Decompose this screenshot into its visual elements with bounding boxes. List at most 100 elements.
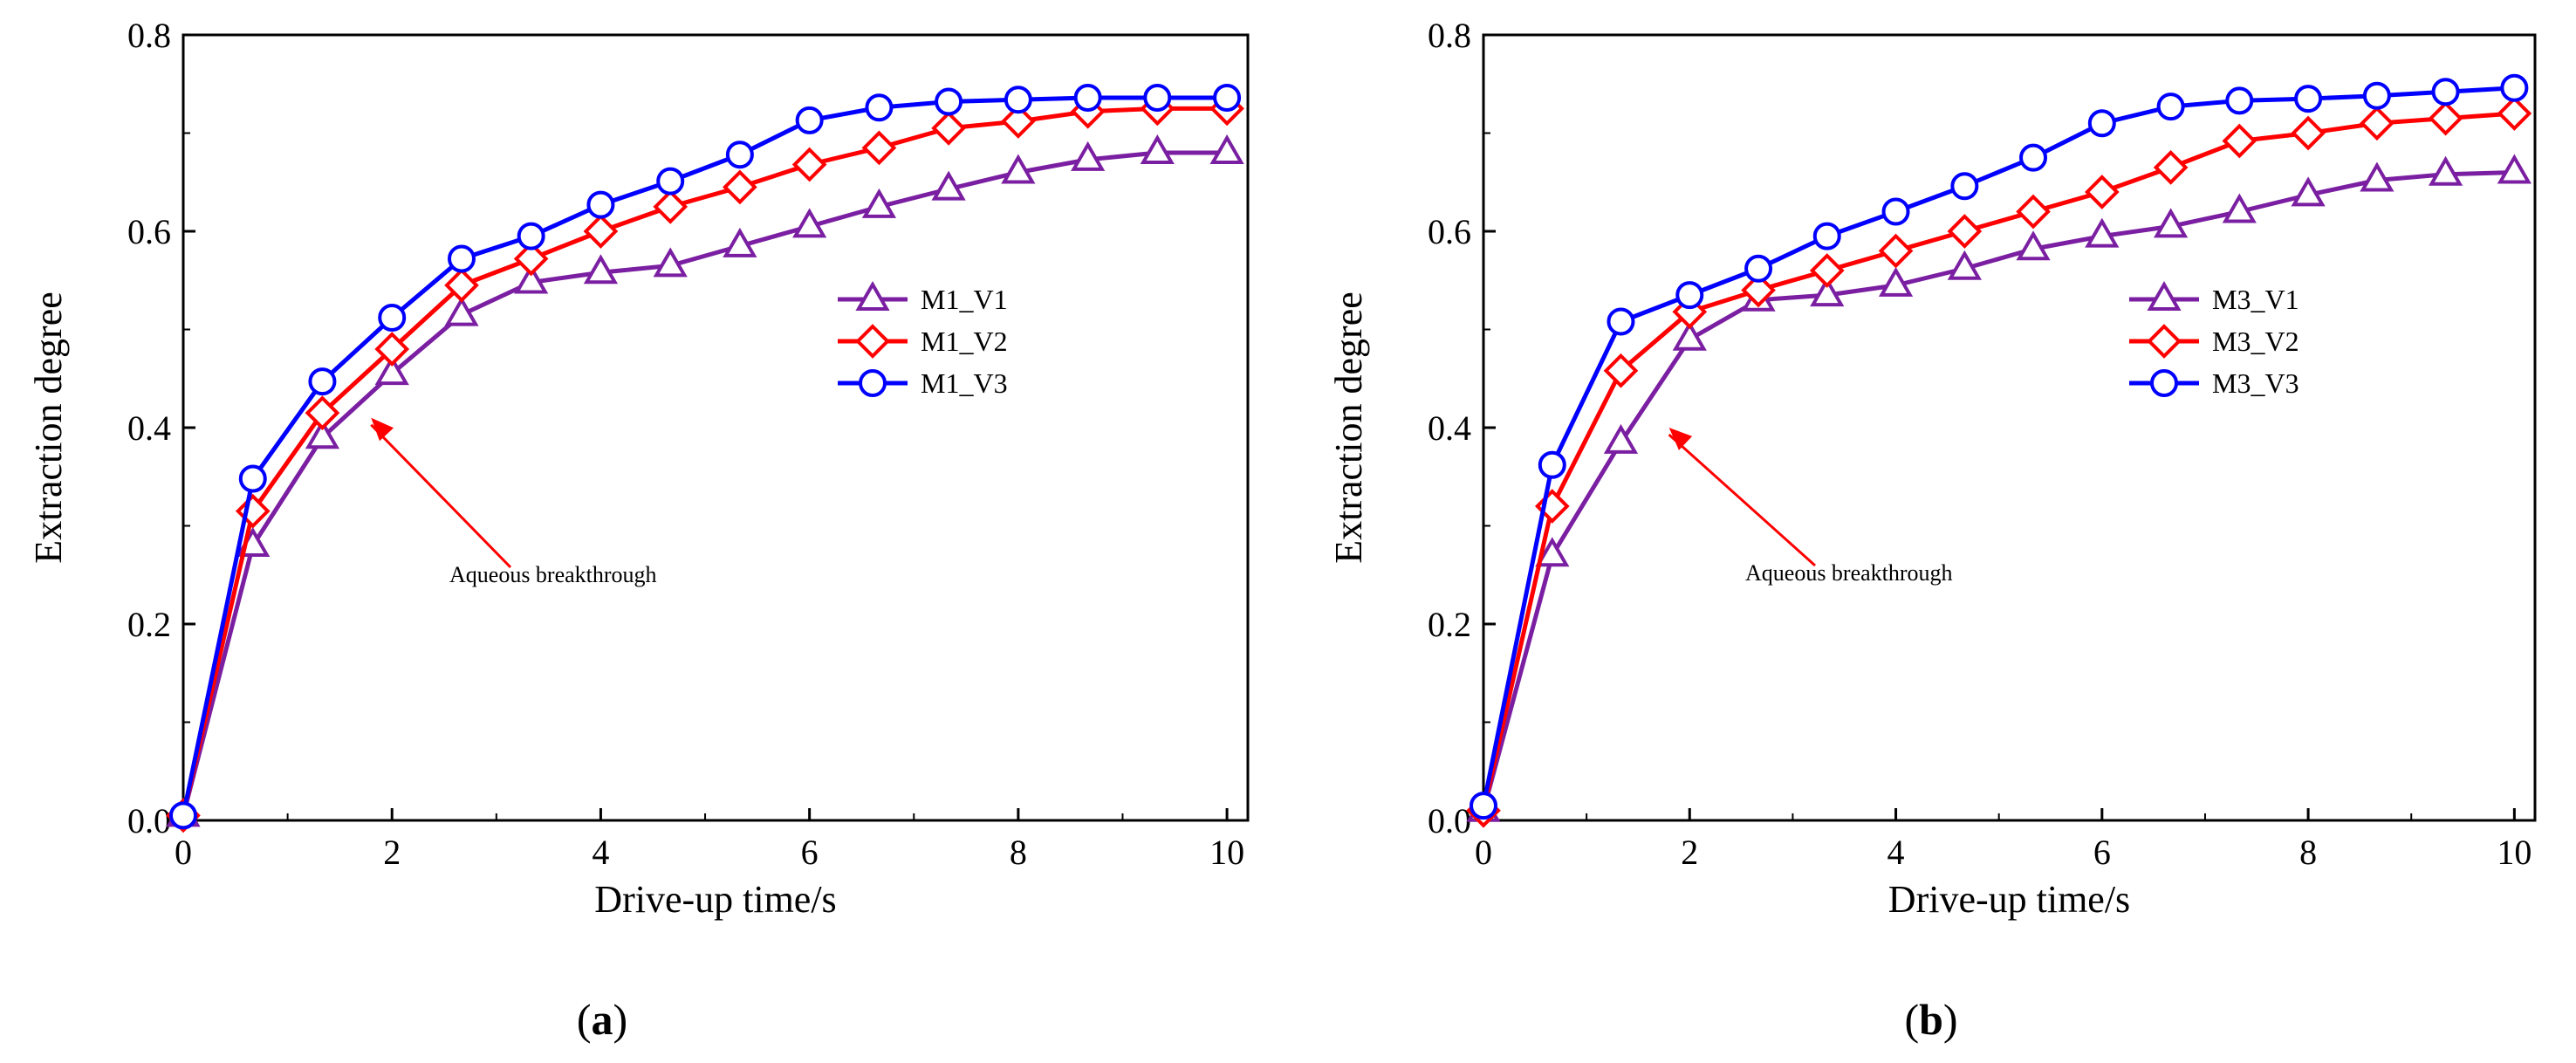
data-point: [2222, 123, 2257, 159]
annotation-arrow-line: [370, 423, 512, 569]
data-point: [792, 208, 827, 238]
legend-marker: [859, 369, 887, 397]
data-point: [378, 304, 407, 332]
legend-marker: [2147, 280, 2182, 312]
data-point: [444, 268, 479, 303]
data-point: [1675, 281, 1704, 310]
series-M3_V1: [1466, 154, 2531, 822]
y-tick-label: 0.6: [1428, 212, 1471, 251]
data-point: [374, 355, 409, 386]
data-point: [1001, 104, 1036, 139]
data-point: [1140, 134, 1175, 165]
data-point: [514, 264, 549, 294]
data-point: [1947, 214, 1983, 249]
data-point: [2156, 93, 2185, 121]
legend-marker: [2150, 369, 2178, 397]
y-tick-label: 0.4: [127, 408, 171, 448]
y-tick-label: 0.8: [127, 16, 171, 55]
data-point: [1143, 84, 1172, 112]
legend-marker: [2147, 324, 2182, 359]
data-point: [1004, 86, 1032, 114]
data-point: [2291, 115, 2326, 151]
data-point: [238, 464, 267, 493]
data-point: [1073, 84, 1102, 112]
data-point: [725, 141, 754, 169]
data-point: [2153, 150, 2189, 185]
legend-label: M3_V1: [2212, 284, 2299, 315]
series-M3_V3: [1470, 73, 2529, 820]
y-tick-label: 0.8: [1428, 16, 1471, 55]
y-tick-label: 0.2: [1428, 605, 1471, 644]
data-point: [2497, 96, 2532, 131]
data-point: [2019, 143, 2048, 172]
data-point: [1470, 792, 1497, 820]
data-point: [169, 801, 197, 830]
series-M1_V1: [166, 134, 1244, 827]
legend-marker: [855, 324, 890, 359]
data-point: [2360, 106, 2394, 141]
data-point: [2016, 194, 2051, 230]
x-tick-label: 0: [1475, 833, 1492, 872]
data-point: [447, 244, 476, 273]
y-tick-label: 0.0: [1428, 801, 1471, 840]
data-point: [2222, 193, 2257, 223]
x-tick-label: 10: [2497, 833, 2531, 872]
annotation-arrow-line: [1668, 433, 1817, 567]
legend: M1_V1 M1_V2 M1_V3: [838, 280, 1008, 399]
series-line: [1481, 111, 2515, 812]
legend-label: M1_V2: [921, 326, 1008, 357]
y-tick-label: 0.2: [127, 605, 171, 644]
data-point: [1213, 84, 1242, 112]
data-point: [656, 167, 685, 195]
data-point: [1878, 233, 1914, 269]
legend: M3_V1 M3_V2 M3_V3: [2129, 280, 2299, 399]
legend-label: M1_V3: [921, 367, 1008, 399]
data-point: [1538, 450, 1566, 479]
annotation-text: Aqueous breakthrough: [1745, 560, 1953, 586]
series-M1_V3: [169, 84, 1242, 830]
panel-label: (b): [1904, 995, 1957, 1044]
data-point: [861, 188, 897, 218]
legend-label: M1_V1: [921, 284, 1008, 315]
data-point: [305, 419, 340, 449]
x-tick-label: 6: [801, 833, 819, 872]
data-point: [795, 106, 824, 134]
x-axis-title: Drive-up time/s: [1888, 878, 2130, 921]
data-point: [1209, 134, 1244, 165]
data-point: [865, 93, 894, 122]
series-line: [181, 95, 1228, 816]
data-point: [1881, 197, 1910, 226]
panel-b: 0 2 4 6 8 10 0.0 0.2 0.4 0.6 0.8 Drive-up time/s Ext…: [1327, 16, 2537, 1044]
legend-label: M3_V3: [2212, 367, 2299, 399]
data-point: [444, 296, 479, 326]
legend-marker: [855, 280, 890, 312]
data-point: [2016, 230, 2051, 261]
annotation: Aqueous breakthrough: [370, 417, 657, 587]
data-point: [1744, 254, 1773, 283]
data-point: [1071, 141, 1106, 171]
series-M1_V2: [166, 91, 1244, 833]
data-point: [2500, 73, 2529, 102]
series-line: [181, 106, 1228, 816]
series-line: [1481, 86, 2515, 806]
annotation-arrowhead: [371, 417, 394, 442]
y-axis-title: Extraction degree: [27, 291, 70, 564]
x-tick-label: 6: [2093, 833, 2111, 872]
data-point: [586, 190, 615, 219]
data-point: [1950, 172, 1979, 201]
x-tick-label: 10: [1209, 833, 1244, 872]
data-point: [2225, 86, 2254, 115]
data-point: [2360, 161, 2394, 192]
data-point: [2428, 100, 2463, 136]
data-point: [1809, 253, 1845, 288]
y-tick-label: 0.6: [127, 212, 171, 251]
data-point: [1947, 250, 1982, 280]
data-point: [517, 222, 545, 250]
data-point: [583, 254, 619, 285]
data-point: [723, 169, 757, 205]
x-tick-label: 2: [1681, 833, 1698, 872]
x-tick-label: 0: [175, 833, 192, 872]
data-point: [931, 111, 966, 146]
data-point: [653, 247, 688, 278]
data-point: [2294, 85, 2323, 113]
